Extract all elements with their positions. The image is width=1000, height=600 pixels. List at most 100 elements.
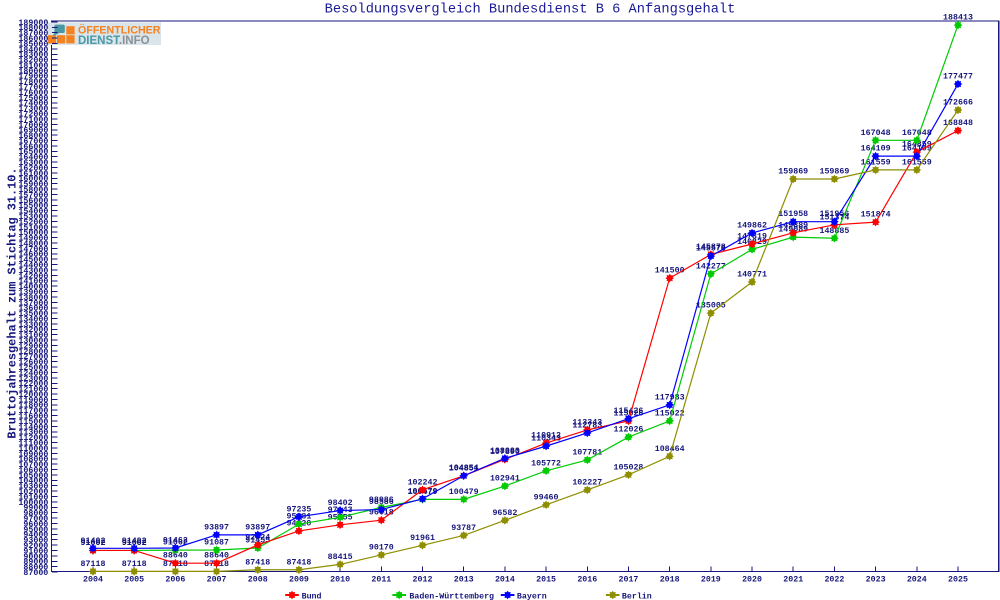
svg-text:ÖFFENTLICHER: ÖFFENTLICHER xyxy=(78,24,161,37)
svg-text:141500: 141500 xyxy=(655,267,685,276)
svg-text:169000: 169000 xyxy=(18,127,48,136)
svg-text:110000: 110000 xyxy=(18,445,48,454)
svg-text:90170: 90170 xyxy=(369,543,394,552)
svg-text:182000: 182000 xyxy=(18,57,48,66)
svg-text:168000: 168000 xyxy=(18,132,48,141)
svg-text:173000: 173000 xyxy=(18,105,48,114)
svg-text:123000: 123000 xyxy=(18,375,48,384)
svg-text:90000: 90000 xyxy=(23,553,48,562)
svg-text:93897: 93897 xyxy=(245,523,270,532)
svg-text:180000: 180000 xyxy=(18,67,48,76)
svg-text:103000: 103000 xyxy=(18,483,48,492)
svg-text:97000: 97000 xyxy=(23,515,48,524)
svg-text:2019: 2019 xyxy=(701,576,721,585)
svg-text:159869: 159869 xyxy=(819,168,849,177)
svg-text:2021: 2021 xyxy=(783,576,803,585)
svg-text:159000: 159000 xyxy=(18,181,48,190)
svg-text:109000: 109000 xyxy=(18,450,48,459)
svg-text:102242: 102242 xyxy=(408,478,438,487)
svg-text:187000: 187000 xyxy=(18,30,48,39)
svg-text:91402: 91402 xyxy=(122,537,147,546)
svg-text:161559: 161559 xyxy=(902,158,932,167)
svg-text:111000: 111000 xyxy=(18,440,48,449)
svg-text:151956: 151956 xyxy=(819,210,849,219)
svg-text:117983: 117983 xyxy=(655,393,685,402)
svg-text:2008: 2008 xyxy=(248,576,268,585)
svg-text:92000: 92000 xyxy=(23,542,48,551)
svg-text:112026: 112026 xyxy=(614,426,644,435)
svg-text:110912: 110912 xyxy=(531,432,561,441)
svg-text:2009: 2009 xyxy=(289,576,309,585)
svg-text:Berlin: Berlin xyxy=(622,591,652,600)
svg-text:91062: 91062 xyxy=(163,539,188,548)
svg-text:176000: 176000 xyxy=(18,89,48,98)
svg-text:145000: 145000 xyxy=(18,256,48,265)
svg-text:119000: 119000 xyxy=(18,396,48,405)
svg-text:100479: 100479 xyxy=(449,488,479,497)
svg-text:98586: 98586 xyxy=(369,498,394,507)
svg-text:98402: 98402 xyxy=(328,499,353,508)
svg-text:96000: 96000 xyxy=(23,520,48,529)
svg-text:2011: 2011 xyxy=(371,576,391,585)
svg-text:135000: 135000 xyxy=(18,310,48,319)
svg-text:2005: 2005 xyxy=(124,576,144,585)
svg-text:168848: 168848 xyxy=(943,119,973,128)
svg-text:DIENST.INFO: DIENST.INFO xyxy=(78,35,150,47)
svg-text:2015: 2015 xyxy=(536,576,556,585)
svg-text:147000: 147000 xyxy=(18,245,48,254)
svg-text:164000: 164000 xyxy=(18,154,48,163)
svg-text:113343: 113343 xyxy=(572,418,602,427)
svg-text:2013: 2013 xyxy=(454,576,474,585)
svg-text:Bayern: Bayern xyxy=(517,592,547,600)
svg-text:167000: 167000 xyxy=(18,138,48,147)
svg-text:153000: 153000 xyxy=(18,213,48,222)
svg-text:2024: 2024 xyxy=(907,576,927,585)
svg-text:100000: 100000 xyxy=(18,499,48,508)
svg-text:136000: 136000 xyxy=(18,305,48,314)
svg-text:102941: 102941 xyxy=(490,475,520,484)
svg-text:134000: 134000 xyxy=(18,315,48,324)
svg-text:91402: 91402 xyxy=(81,537,106,546)
svg-text:150000: 150000 xyxy=(18,229,48,238)
svg-text:133000: 133000 xyxy=(18,321,48,330)
svg-text:157000: 157000 xyxy=(18,191,48,200)
svg-text:107000: 107000 xyxy=(18,461,48,470)
svg-text:115026: 115026 xyxy=(614,409,644,418)
svg-text:98986: 98986 xyxy=(369,496,394,505)
svg-text:156000: 156000 xyxy=(18,197,48,206)
svg-text:124000: 124000 xyxy=(18,369,48,378)
svg-text:166000: 166000 xyxy=(18,143,48,152)
svg-text:120000: 120000 xyxy=(18,391,48,400)
svg-text:130000: 130000 xyxy=(18,337,48,346)
svg-text:115022: 115022 xyxy=(655,409,685,418)
svg-text:93000: 93000 xyxy=(23,537,48,546)
svg-text:91961: 91961 xyxy=(410,534,435,543)
svg-text:186000: 186000 xyxy=(18,35,48,44)
svg-text:2004: 2004 xyxy=(83,576,103,585)
svg-text:161000: 161000 xyxy=(18,170,48,179)
svg-text:164109: 164109 xyxy=(861,145,891,154)
svg-text:91000: 91000 xyxy=(23,547,48,556)
svg-text:Baden-Württemberg: Baden-Württemberg xyxy=(409,591,494,600)
svg-text:104854: 104854 xyxy=(449,464,479,473)
svg-text:87418: 87418 xyxy=(245,558,270,567)
svg-text:162000: 162000 xyxy=(18,164,48,173)
svg-text:2014: 2014 xyxy=(495,576,515,585)
svg-text:112000: 112000 xyxy=(18,434,48,443)
svg-text:167048: 167048 xyxy=(902,129,932,138)
svg-text:2018: 2018 xyxy=(660,576,680,585)
svg-text:151958: 151958 xyxy=(778,210,808,219)
svg-text:161559: 161559 xyxy=(861,158,891,167)
svg-text:128000: 128000 xyxy=(18,348,48,357)
svg-text:172666: 172666 xyxy=(943,99,973,108)
svg-text:138000: 138000 xyxy=(18,294,48,303)
svg-text:91462: 91462 xyxy=(163,537,188,546)
svg-text:88640: 88640 xyxy=(163,552,188,561)
svg-text:2016: 2016 xyxy=(577,576,597,585)
svg-text:184000: 184000 xyxy=(18,46,48,55)
svg-text:98000: 98000 xyxy=(23,510,48,519)
svg-text:2017: 2017 xyxy=(619,576,639,585)
svg-text:99000: 99000 xyxy=(23,504,48,513)
svg-text:96582: 96582 xyxy=(492,509,517,518)
svg-text:151000: 151000 xyxy=(18,224,48,233)
